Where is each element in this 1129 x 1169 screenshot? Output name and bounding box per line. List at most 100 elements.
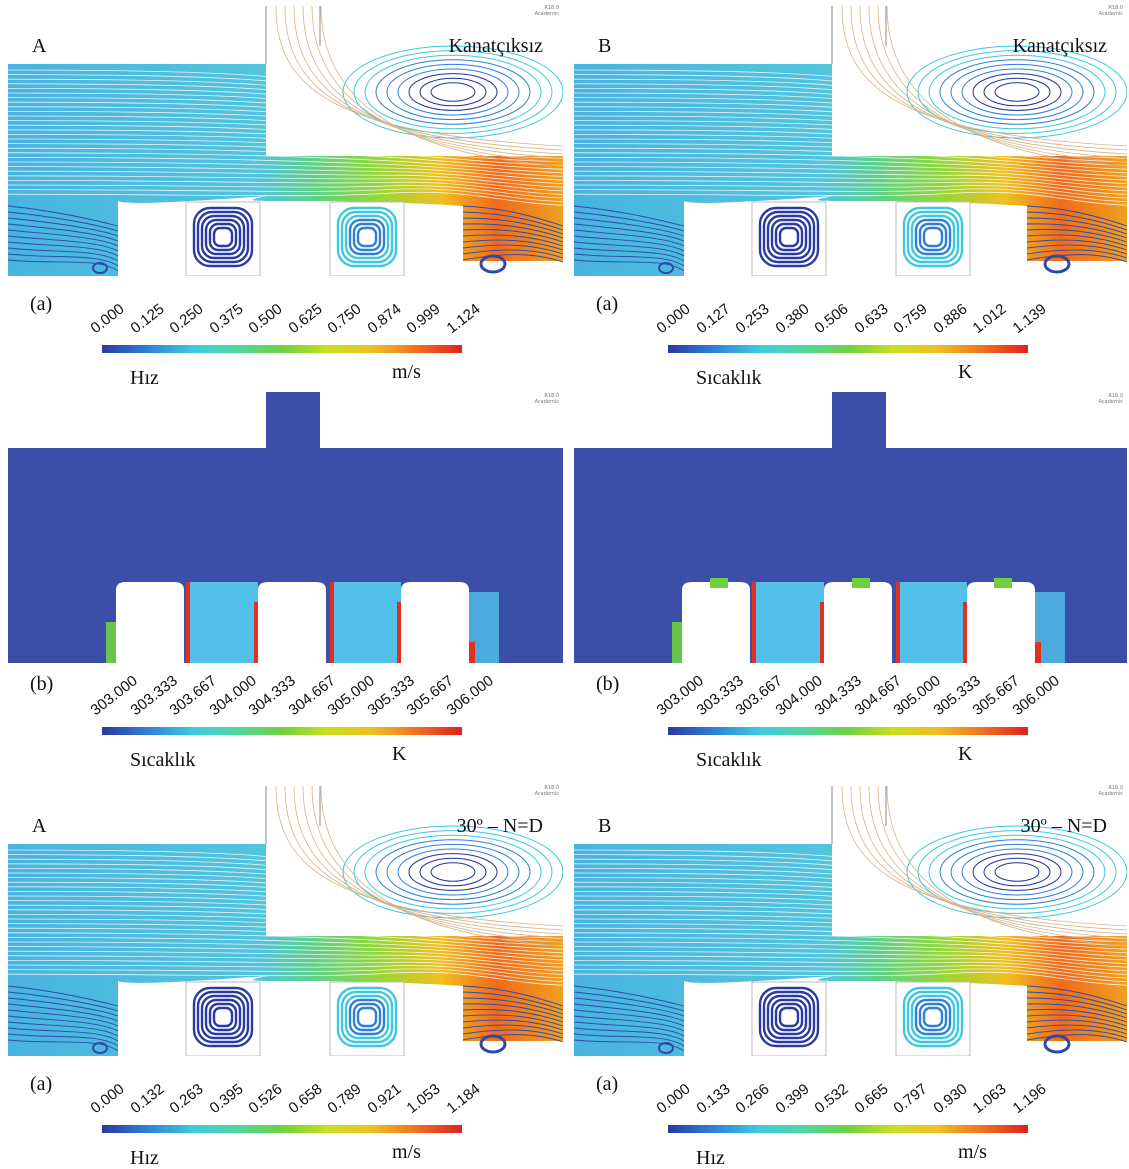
flow-plot: [574, 786, 1127, 1056]
cavity-vortex-2: [895, 201, 971, 276]
cavity-vortex-1: [185, 981, 261, 1056]
colorbar-tick-label: 0.658: [285, 1080, 326, 1117]
colorbar-tick-label: 0.750: [324, 300, 365, 337]
cavity-vortex-1: [185, 201, 261, 276]
colorbar-quantity-label: Sıcaklık: [696, 749, 762, 771]
colorbar-tick-label: 1.184: [443, 1080, 484, 1117]
colorbar-tick-label: 0.874: [364, 300, 405, 337]
colorbar-gradient: [668, 345, 1028, 353]
heated-cavity-1: [186, 582, 258, 663]
colorbar: [102, 1120, 462, 1133]
colorbar-tick-label: 0.266: [732, 1080, 773, 1117]
colorbar-gradient: [102, 727, 462, 735]
colorbar-gradient: [668, 1125, 1028, 1133]
outlet-duct-curves: [841, 6, 1127, 167]
colorbar-tick-label: 0.000: [87, 300, 128, 337]
subfigure-label: (a): [596, 293, 619, 315]
colorbar: [102, 722, 462, 735]
colorbar-tick-label: 0.250: [166, 300, 207, 337]
cavity-vortex-2: [329, 981, 405, 1056]
flow-plot: [8, 6, 563, 276]
subfigure-label: (a): [596, 1073, 619, 1095]
colorbar-gradient: [102, 345, 462, 353]
outlet-duct-curves: [275, 786, 563, 947]
colorbar-tick-label: 0.665: [851, 1080, 892, 1117]
panel-3: R18.0 Academic (b) 303.000 303.333 303.667 304…: [0, 392, 565, 780]
streamline-field: [574, 786, 1127, 1056]
watermark-version: R18.0: [1108, 393, 1123, 399]
watermark-academic: Academic: [534, 11, 559, 17]
colorbar-tick-label: 0.526: [245, 1080, 286, 1117]
colorbar-tick-label: 0.506: [811, 300, 852, 337]
colorbar-tick-label: 0.759: [890, 300, 931, 337]
colorbar-tick-label: 0.127: [693, 300, 734, 337]
colorbar-tick-label: 0.930: [930, 1080, 971, 1117]
colorbar-tick-label: 0.375: [206, 300, 247, 337]
case-label: Kanatçıksız: [448, 35, 543, 57]
colorbar: [668, 340, 1028, 353]
colorbar-quantity-label: Sıcaklık: [130, 749, 196, 771]
colorbar: [102, 340, 462, 353]
colorbar-tick-label: 0.633: [851, 300, 892, 337]
watermark-academic: Academic: [534, 399, 559, 405]
colorbar-tick-label: 0.000: [653, 1080, 694, 1117]
corner-recirculation: [8, 205, 563, 272]
colorbar-tick-label: 1.063: [969, 1080, 1011, 1117]
panel-6: R18.0 Academic B 30º – N=D (a) 0.000 0.133 0.26…: [566, 780, 1129, 1169]
colorbar: [668, 722, 1028, 735]
outlet-duct-curves: [841, 786, 1127, 947]
colorbar-unit-label: m/s: [958, 1141, 987, 1163]
corner-recirculation: [8, 985, 563, 1052]
colorbar-tick-label: 0.133: [693, 1080, 734, 1117]
watermark-version: R18.0: [1108, 785, 1123, 791]
heated-cavity-1: [752, 582, 824, 663]
watermark-version: R18.0: [1108, 5, 1123, 11]
colorbar-tick-label: 0.132: [127, 1080, 168, 1117]
watermark-version: R18.0: [544, 5, 559, 11]
flow-plot: [8, 786, 563, 1056]
colorbar-gradient: [102, 1125, 462, 1133]
cavity-vortex-1: [751, 201, 827, 276]
colorbar: [668, 1120, 1028, 1133]
flow-plot: [574, 6, 1127, 276]
outlet-vortex: [832, 786, 1127, 936]
heat-block-2: [824, 582, 892, 663]
temperature-field: [574, 392, 1127, 663]
corner-recirculation: [574, 205, 1127, 272]
case-label: 30º – N=D: [1020, 815, 1107, 837]
colorbar-tick-label: 0.399: [772, 1080, 813, 1117]
heat-block-1: [116, 582, 184, 663]
cavity-vortex-1: [751, 981, 827, 1056]
outlet-vortex: [266, 786, 563, 936]
colorbar-tick-label: 0.000: [87, 1080, 128, 1117]
colorbar-tick-label: 0.380: [772, 300, 813, 337]
colorbar-unit-label: m/s: [392, 361, 421, 383]
colorbar-unit-label: K: [958, 361, 973, 383]
watermark-academic: Academic: [1098, 791, 1123, 797]
cavity-vortex-2: [329, 201, 405, 276]
colorbar-tick-label: 1.124: [443, 300, 484, 337]
panel-4: R18.0 Academic (b) 303.000 303.333 303.667 304…: [566, 392, 1129, 780]
colorbar-tick-label: 0.921: [364, 1080, 405, 1117]
colorbar-tick-label: 0.625: [285, 300, 326, 337]
colorbar-tick-label: 1.196: [1009, 1080, 1050, 1117]
colorbar-tick-label: 0.999: [403, 300, 445, 337]
colorbar-tick-label: 0.395: [206, 1080, 247, 1117]
colorbar-unit-label: K: [958, 743, 973, 765]
outlet-stub: [832, 392, 886, 450]
panel-1: R18.0 Academic A Kanatçıksız (a) 0.000 0.125 0.…: [0, 0, 565, 392]
colorbar-tick-label: 1.053: [403, 1080, 445, 1117]
temperature-plot: [8, 392, 563, 667]
temperature-plot: [574, 392, 1127, 667]
watermark-academic: Academic: [1098, 11, 1123, 17]
outlet-stub: [266, 392, 320, 450]
temperature-field: [8, 392, 563, 663]
panel-2: R18.0 Academic B Kanatçıksız (a) 0.000 0.127 0.…: [566, 0, 1129, 392]
colorbar-tick-label: 0.125: [127, 300, 168, 337]
watermark-academic: Academic: [534, 791, 559, 797]
case-label: Kanatçıksız: [1012, 35, 1107, 57]
watermark-version: R18.0: [544, 393, 559, 399]
panel-letter: B: [598, 35, 612, 57]
heat-block-2: [258, 582, 326, 663]
panel-letter: A: [32, 35, 47, 57]
